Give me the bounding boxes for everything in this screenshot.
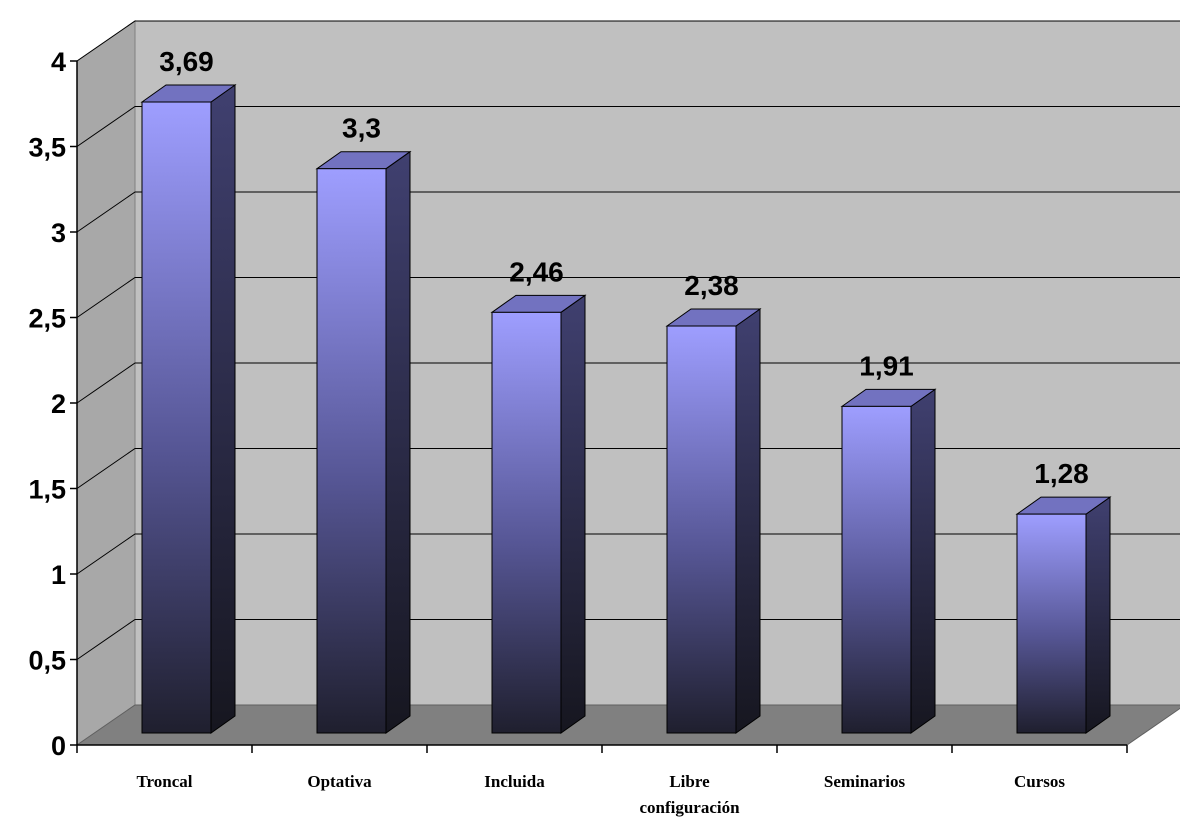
x-tick-label: Optativa [307, 772, 372, 791]
y-tick-label: 0,5 [28, 646, 66, 676]
bar-side [910, 388, 936, 734]
y-tick-label: 2,5 [28, 304, 66, 334]
bar [666, 325, 737, 734]
data-label: 2,38 [684, 270, 739, 301]
data-label: 1,28 [1034, 458, 1089, 489]
gridline [76, 20, 1180, 62]
y-tick-label: 3,5 [28, 133, 66, 163]
bar [1016, 513, 1087, 734]
bar-side [735, 308, 761, 734]
data-label: 2,46 [509, 256, 564, 287]
data-label: 3,3 [342, 113, 381, 144]
y-tick-label: 1 [51, 560, 66, 590]
y-tick-label: 4 [51, 47, 66, 77]
y-tick-label: 3 [51, 218, 66, 248]
gridline [76, 362, 1180, 404]
y-tick-label: 1,5 [28, 475, 66, 505]
floor [75, 704, 1180, 746]
bar-side [210, 84, 236, 734]
bar [316, 168, 387, 734]
bar [491, 311, 562, 734]
x-tick-label: Libre [669, 772, 710, 791]
data-label: 3,69 [159, 46, 214, 77]
bar [141, 101, 212, 734]
x-tick-label: configuración [639, 798, 740, 817]
gridline [76, 277, 1180, 318]
gridline [76, 533, 1180, 575]
x-tick-label: Seminarios [824, 772, 906, 791]
x-tick-label: Troncal [136, 772, 192, 791]
gridline [76, 191, 1180, 233]
bar-side [385, 150, 411, 734]
gridline [76, 619, 1180, 660]
gridline [76, 106, 1180, 147]
bar-side [560, 294, 586, 734]
bar [841, 405, 912, 734]
bar-side [1085, 496, 1111, 734]
y-tick-label: 0 [51, 731, 66, 761]
data-label: 1,91 [859, 350, 914, 381]
gridline [76, 448, 1180, 489]
x-tick-label: Incluida [484, 772, 545, 791]
y-tick-label: 2 [51, 389, 66, 419]
x-tick-label: Cursos [1014, 772, 1065, 791]
